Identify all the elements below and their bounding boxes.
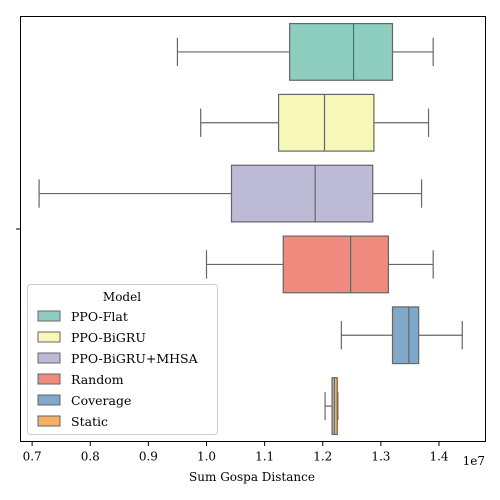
legend-swatch <box>37 331 61 343</box>
x-tick-label: 1.3 <box>371 450 390 464</box>
legend-frame <box>27 284 218 435</box>
legend-label: Coverage <box>71 393 131 408</box>
x-tick-label: 0.9 <box>139 450 158 464</box>
legend-label: PPO-BiGRU+MHSA <box>71 351 199 366</box>
boxes-group <box>38 22 463 436</box>
box-ppo-flat <box>289 22 394 81</box>
legend-label: Static <box>71 414 108 429</box>
legend-swatch <box>37 373 61 385</box>
legend-swatch <box>37 394 61 406</box>
box-ppo-bigru-mhsa <box>230 164 374 223</box>
x-tick-label: 1.2 <box>313 450 332 464</box>
x-tick-label: 1.0 <box>197 450 216 464</box>
x-tick-label: 1.1 <box>255 450 274 464</box>
x-axis-exponent: 1e7 <box>463 454 485 468</box>
box-coverage <box>391 306 420 365</box>
x-axis: 0.7 0.8 0.9 1.0 1.1 1.2 1.3 1.4 <box>23 441 449 464</box>
legend-label: Random <box>71 372 124 387</box>
x-axis-label: Sum Gospa Distance <box>189 470 315 484</box>
legend-swatch <box>37 352 61 364</box>
x-tick-label: 1.4 <box>429 450 448 464</box>
x-tick-label: 0.7 <box>23 450 42 464</box>
legend-title: Model <box>103 290 141 304</box>
legend-label: PPO-Flat <box>71 309 128 324</box>
x-tick-label: 0.8 <box>81 450 100 464</box>
box-random <box>282 235 390 294</box>
legend-label: PPO-BiGRU <box>71 330 146 345</box>
legend-swatch <box>37 310 61 322</box>
legend-swatch <box>37 415 61 427</box>
box-ppo-bigru <box>277 93 375 152</box>
legend: Model PPO-Flat PPO-BiGRU PPO-BiGRU+MHSA Ran… <box>27 284 218 435</box>
